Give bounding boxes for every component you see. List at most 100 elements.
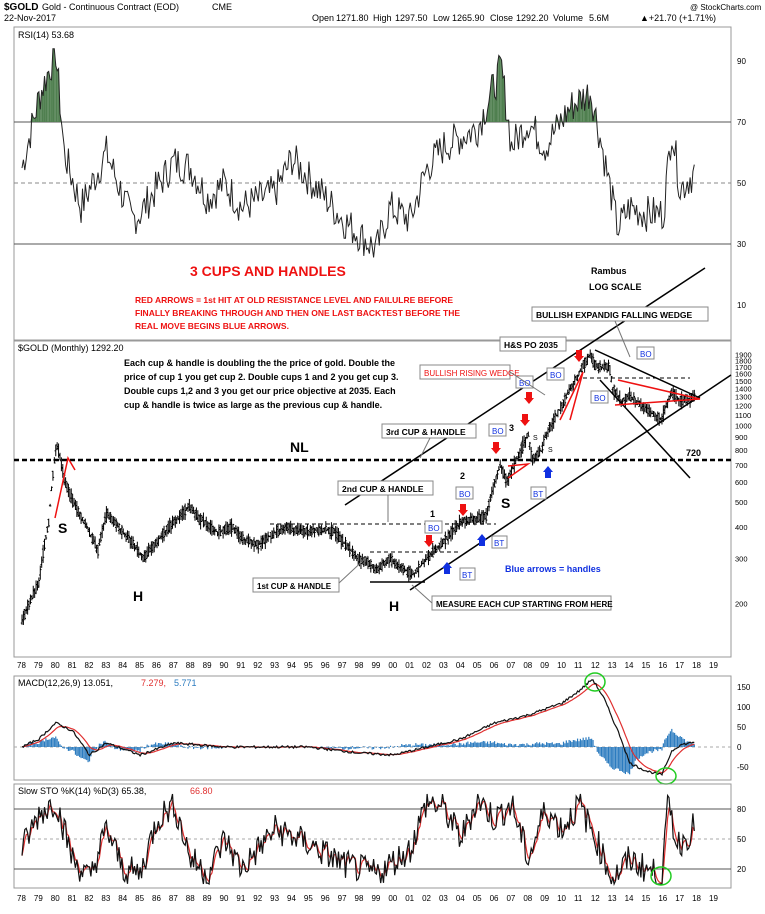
year-label: 04 — [456, 894, 465, 903]
callout-cup3-text: 3rd CUP & HANDLE — [386, 427, 466, 437]
year-label: 78 — [17, 661, 26, 670]
year-label: 16 — [658, 661, 667, 670]
shoulder-2: S — [501, 495, 510, 511]
year-label: 13 — [608, 661, 617, 670]
year-label: 85 — [135, 661, 144, 670]
price-tick-label: 900 — [735, 433, 748, 442]
rsi-fill-segment — [53, 49, 54, 122]
year-label: 09 — [540, 894, 549, 903]
year-label: 98 — [355, 661, 364, 670]
close-value: 1292.20 — [516, 13, 549, 23]
log-scale-label: LOG SCALE — [589, 282, 642, 292]
rsi-fill-segment — [50, 79, 51, 122]
year-label: 05 — [473, 661, 482, 670]
sto-label: Slow STO %K(14) %D(3) 65.38, — [18, 786, 146, 796]
sto-tick-label: 20 — [737, 865, 746, 874]
price-tick-label: 1300 — [735, 393, 752, 402]
bo-label: BO — [594, 394, 606, 403]
year-label: 83 — [101, 661, 110, 670]
year-label: 81 — [68, 894, 77, 903]
year-label: 18 — [692, 894, 701, 903]
callout-cup1: 1st CUP & HANDLE — [253, 578, 339, 592]
year-label: 79 — [34, 894, 43, 903]
price-tick-label: 300 — [735, 555, 748, 564]
bt-box-3: BT — [531, 487, 546, 499]
year-label: 94 — [287, 661, 296, 670]
year-label: 83 — [101, 894, 110, 903]
bt-label: BT — [462, 571, 472, 580]
bo-box-1: BO — [425, 521, 442, 533]
year-label: 96 — [321, 894, 330, 903]
high-label: High — [373, 13, 392, 23]
chart-exchange: CME — [212, 2, 232, 12]
year-label: 14 — [625, 894, 634, 903]
year-label: 07 — [506, 661, 515, 670]
year-label: 88 — [186, 894, 195, 903]
year-label: 13 — [608, 894, 617, 903]
bo-box-2: BO — [456, 487, 473, 499]
bo-box-6: BO — [591, 391, 608, 403]
year-label: 14 — [625, 661, 634, 670]
bo-box-5: BO — [547, 368, 564, 380]
year-label: 93 — [270, 661, 279, 670]
year-label: 06 — [490, 894, 499, 903]
year-label: 15 — [641, 894, 650, 903]
macd-tick-label: -50 — [737, 763, 749, 772]
head-1: H — [133, 588, 143, 604]
year-label: 95 — [304, 661, 313, 670]
year-label: 08 — [523, 894, 532, 903]
volume-value: 5.6M — [589, 13, 609, 23]
price-tick-label: 500 — [735, 498, 748, 507]
macd-tick-label: 50 — [737, 723, 746, 732]
bo-label: BO — [640, 350, 652, 359]
callout-hs-po: H&S PO 2035 — [500, 337, 566, 351]
year-label: 03 — [439, 661, 448, 670]
bt-box-1: BT — [460, 568, 475, 580]
macd-signal-value: 7.279, — [141, 678, 166, 688]
year-label: 03 — [439, 894, 448, 903]
note-line-2: price of cup 1 you get cup 2. Double cup… — [124, 372, 399, 382]
year-label: 09 — [540, 661, 549, 670]
cup-num-2: 2 — [460, 471, 465, 481]
level-720-label: 720 — [686, 448, 701, 458]
sto-tick-label: 50 — [737, 835, 746, 844]
callout-cup3: 3rd CUP & HANDLE — [382, 424, 476, 438]
copyright: @ StockCharts.com — [690, 3, 762, 12]
year-label: 00 — [388, 661, 397, 670]
year-label: 93 — [270, 894, 279, 903]
year-label: 80 — [51, 894, 60, 903]
bo-box-3: BO — [489, 424, 506, 436]
year-label: 79 — [34, 661, 43, 670]
sto-d-value: 66.80 — [190, 786, 213, 796]
note-line-1: Each cup & handle is doubling the the pr… — [124, 358, 395, 368]
year-label: 92 — [253, 894, 262, 903]
rsi-fill-segment — [499, 56, 500, 122]
price-tick-label: 800 — [735, 446, 748, 455]
year-label: 04 — [456, 661, 465, 670]
price-tick-label: 200 — [735, 599, 748, 608]
year-label: 02 — [422, 661, 431, 670]
year-label: 19 — [709, 894, 718, 903]
rsi-title: 3 CUPS AND HANDLES — [190, 263, 346, 279]
year-label: 98 — [355, 894, 364, 903]
year-label: 91 — [236, 661, 245, 670]
price-tick-label: 1200 — [735, 401, 752, 410]
year-label: 12 — [591, 894, 600, 903]
year-label: 08 — [523, 661, 532, 670]
price-tick-label: 700 — [735, 461, 748, 470]
callout-hs-po-text: H&S PO 2035 — [504, 340, 558, 350]
year-label: 94 — [287, 894, 296, 903]
macd-tick-label: 150 — [737, 683, 751, 692]
year-label: 05 — [473, 894, 482, 903]
bo-label: BO — [492, 427, 504, 436]
rsi-label: RSI(14) 53.68 — [18, 30, 74, 40]
year-label: 91 — [236, 894, 245, 903]
rsi-fill-segment — [500, 57, 501, 122]
bo-label: BO — [519, 379, 531, 388]
rsi-tick-label: 90 — [737, 57, 746, 66]
callout-cup2-text: 2nd CUP & HANDLE — [342, 484, 424, 494]
rsi-tick-label: 70 — [737, 118, 746, 127]
note-line-3: Double cups 1,2 and 3 you get our price … — [124, 386, 396, 396]
mini-s-2: S — [548, 447, 553, 454]
